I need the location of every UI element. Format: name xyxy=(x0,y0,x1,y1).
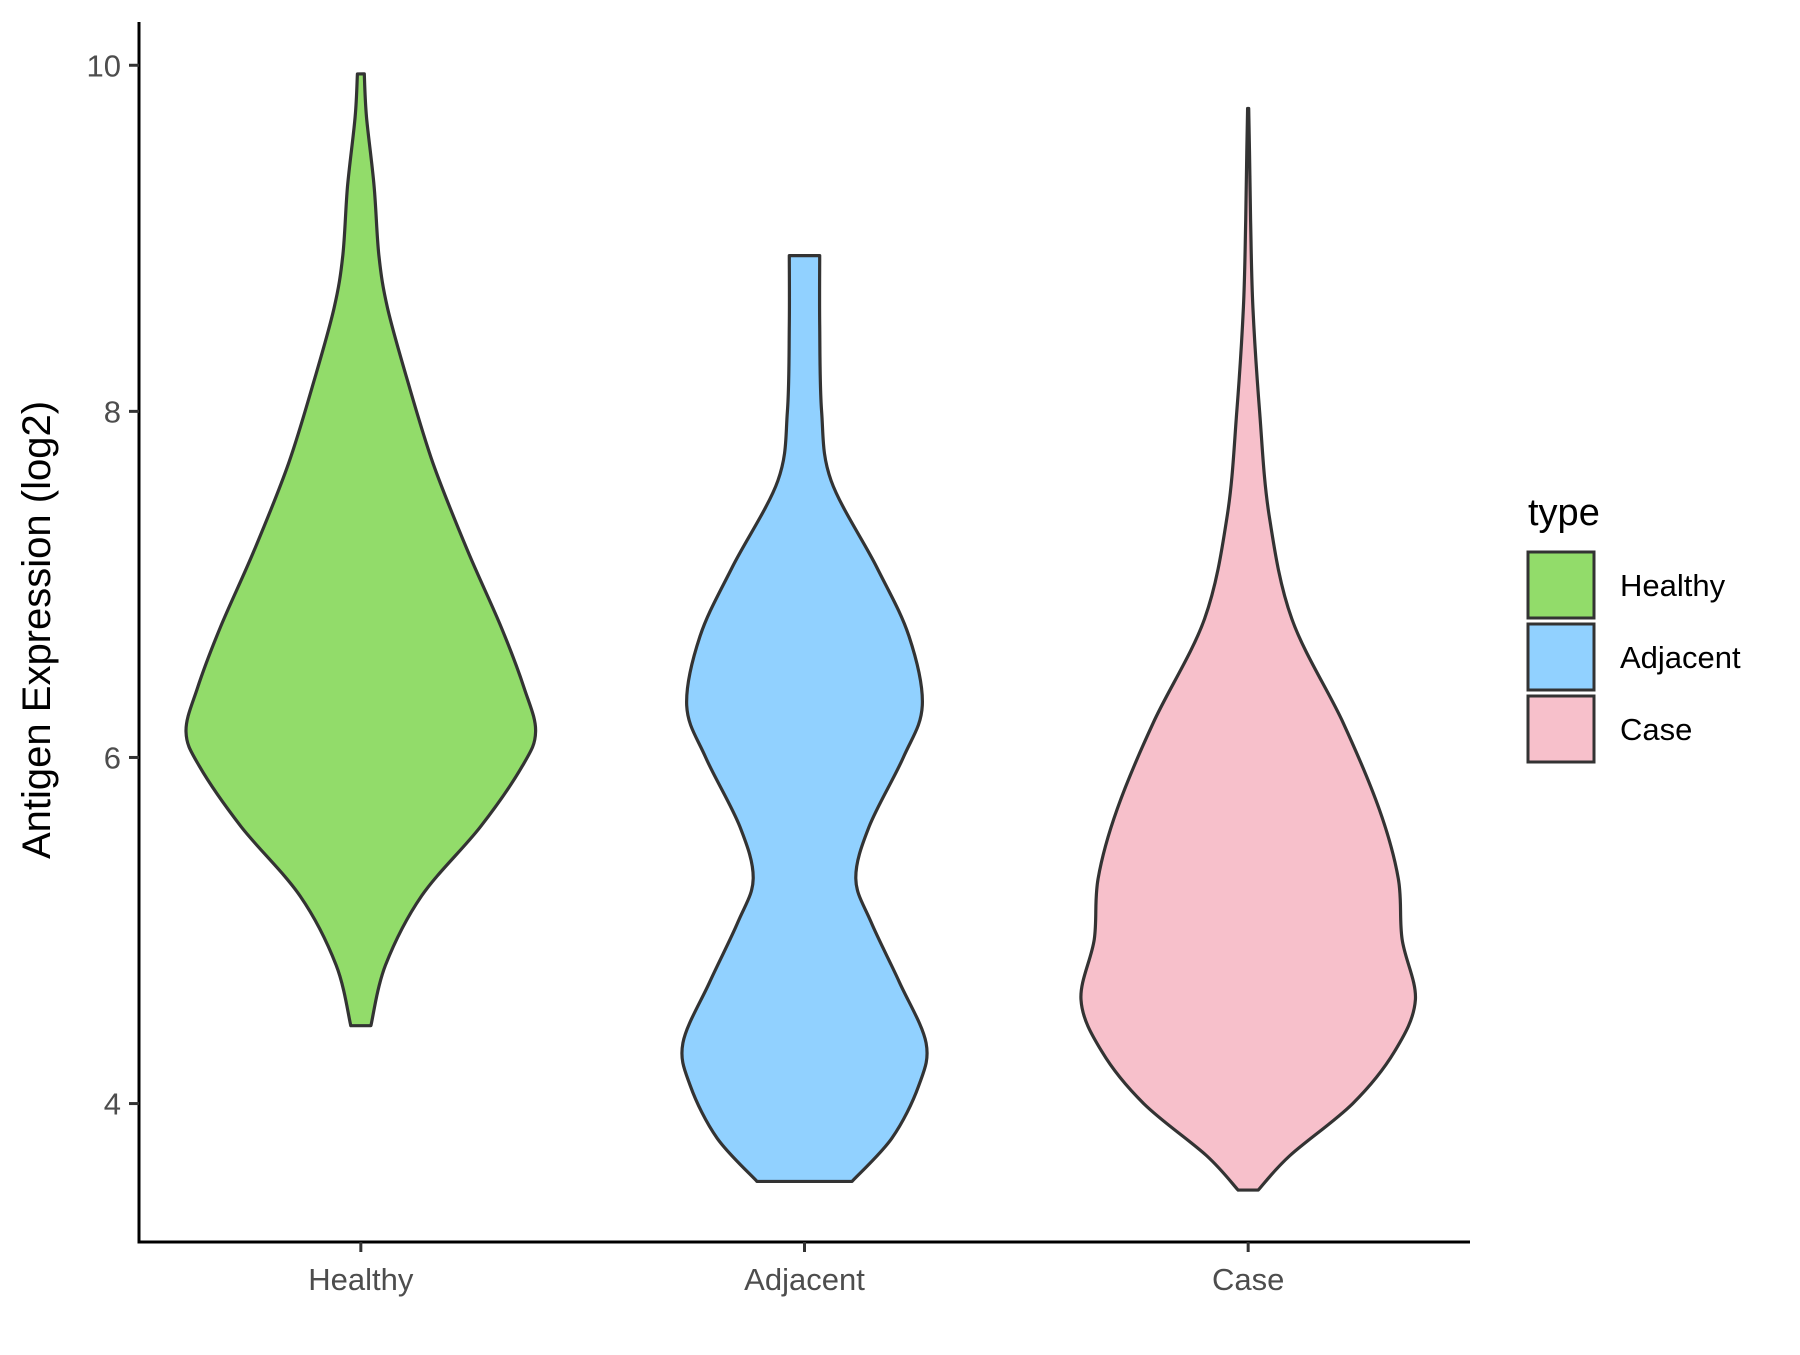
legend-title: type xyxy=(1528,492,1600,534)
legend: type Healthy Adjacent Case xyxy=(1526,492,1741,764)
y-tick-label: 10 xyxy=(87,48,121,83)
legend-label-healthy: Healthy xyxy=(1620,568,1726,603)
legend-key-healthy xyxy=(1526,550,1596,620)
axis-lines xyxy=(137,22,1470,1244)
legend-key-case xyxy=(1526,694,1596,764)
legend-key-adjacent xyxy=(1526,622,1596,692)
violin-healthy xyxy=(184,72,538,1028)
axes: 4 6 8 10 Healthy Adjacent Case xyxy=(87,22,1470,1297)
x-tick-label: Healthy xyxy=(308,1262,414,1297)
plot-area xyxy=(184,72,1418,1192)
x-tick-label: Case xyxy=(1212,1262,1284,1297)
legend-label-case: Case xyxy=(1620,712,1692,747)
y-tick-label: 8 xyxy=(104,394,121,429)
y-tick-label: 4 xyxy=(104,1087,121,1122)
violin-adjacent xyxy=(680,254,929,1184)
violin-case xyxy=(1079,106,1418,1192)
x-tick-label: Adjacent xyxy=(744,1262,865,1297)
legend-label-adjacent: Adjacent xyxy=(1620,640,1741,675)
y-axis-title: Antigen Expression (log2) xyxy=(15,401,59,859)
y-tick-label: 6 xyxy=(104,740,121,775)
